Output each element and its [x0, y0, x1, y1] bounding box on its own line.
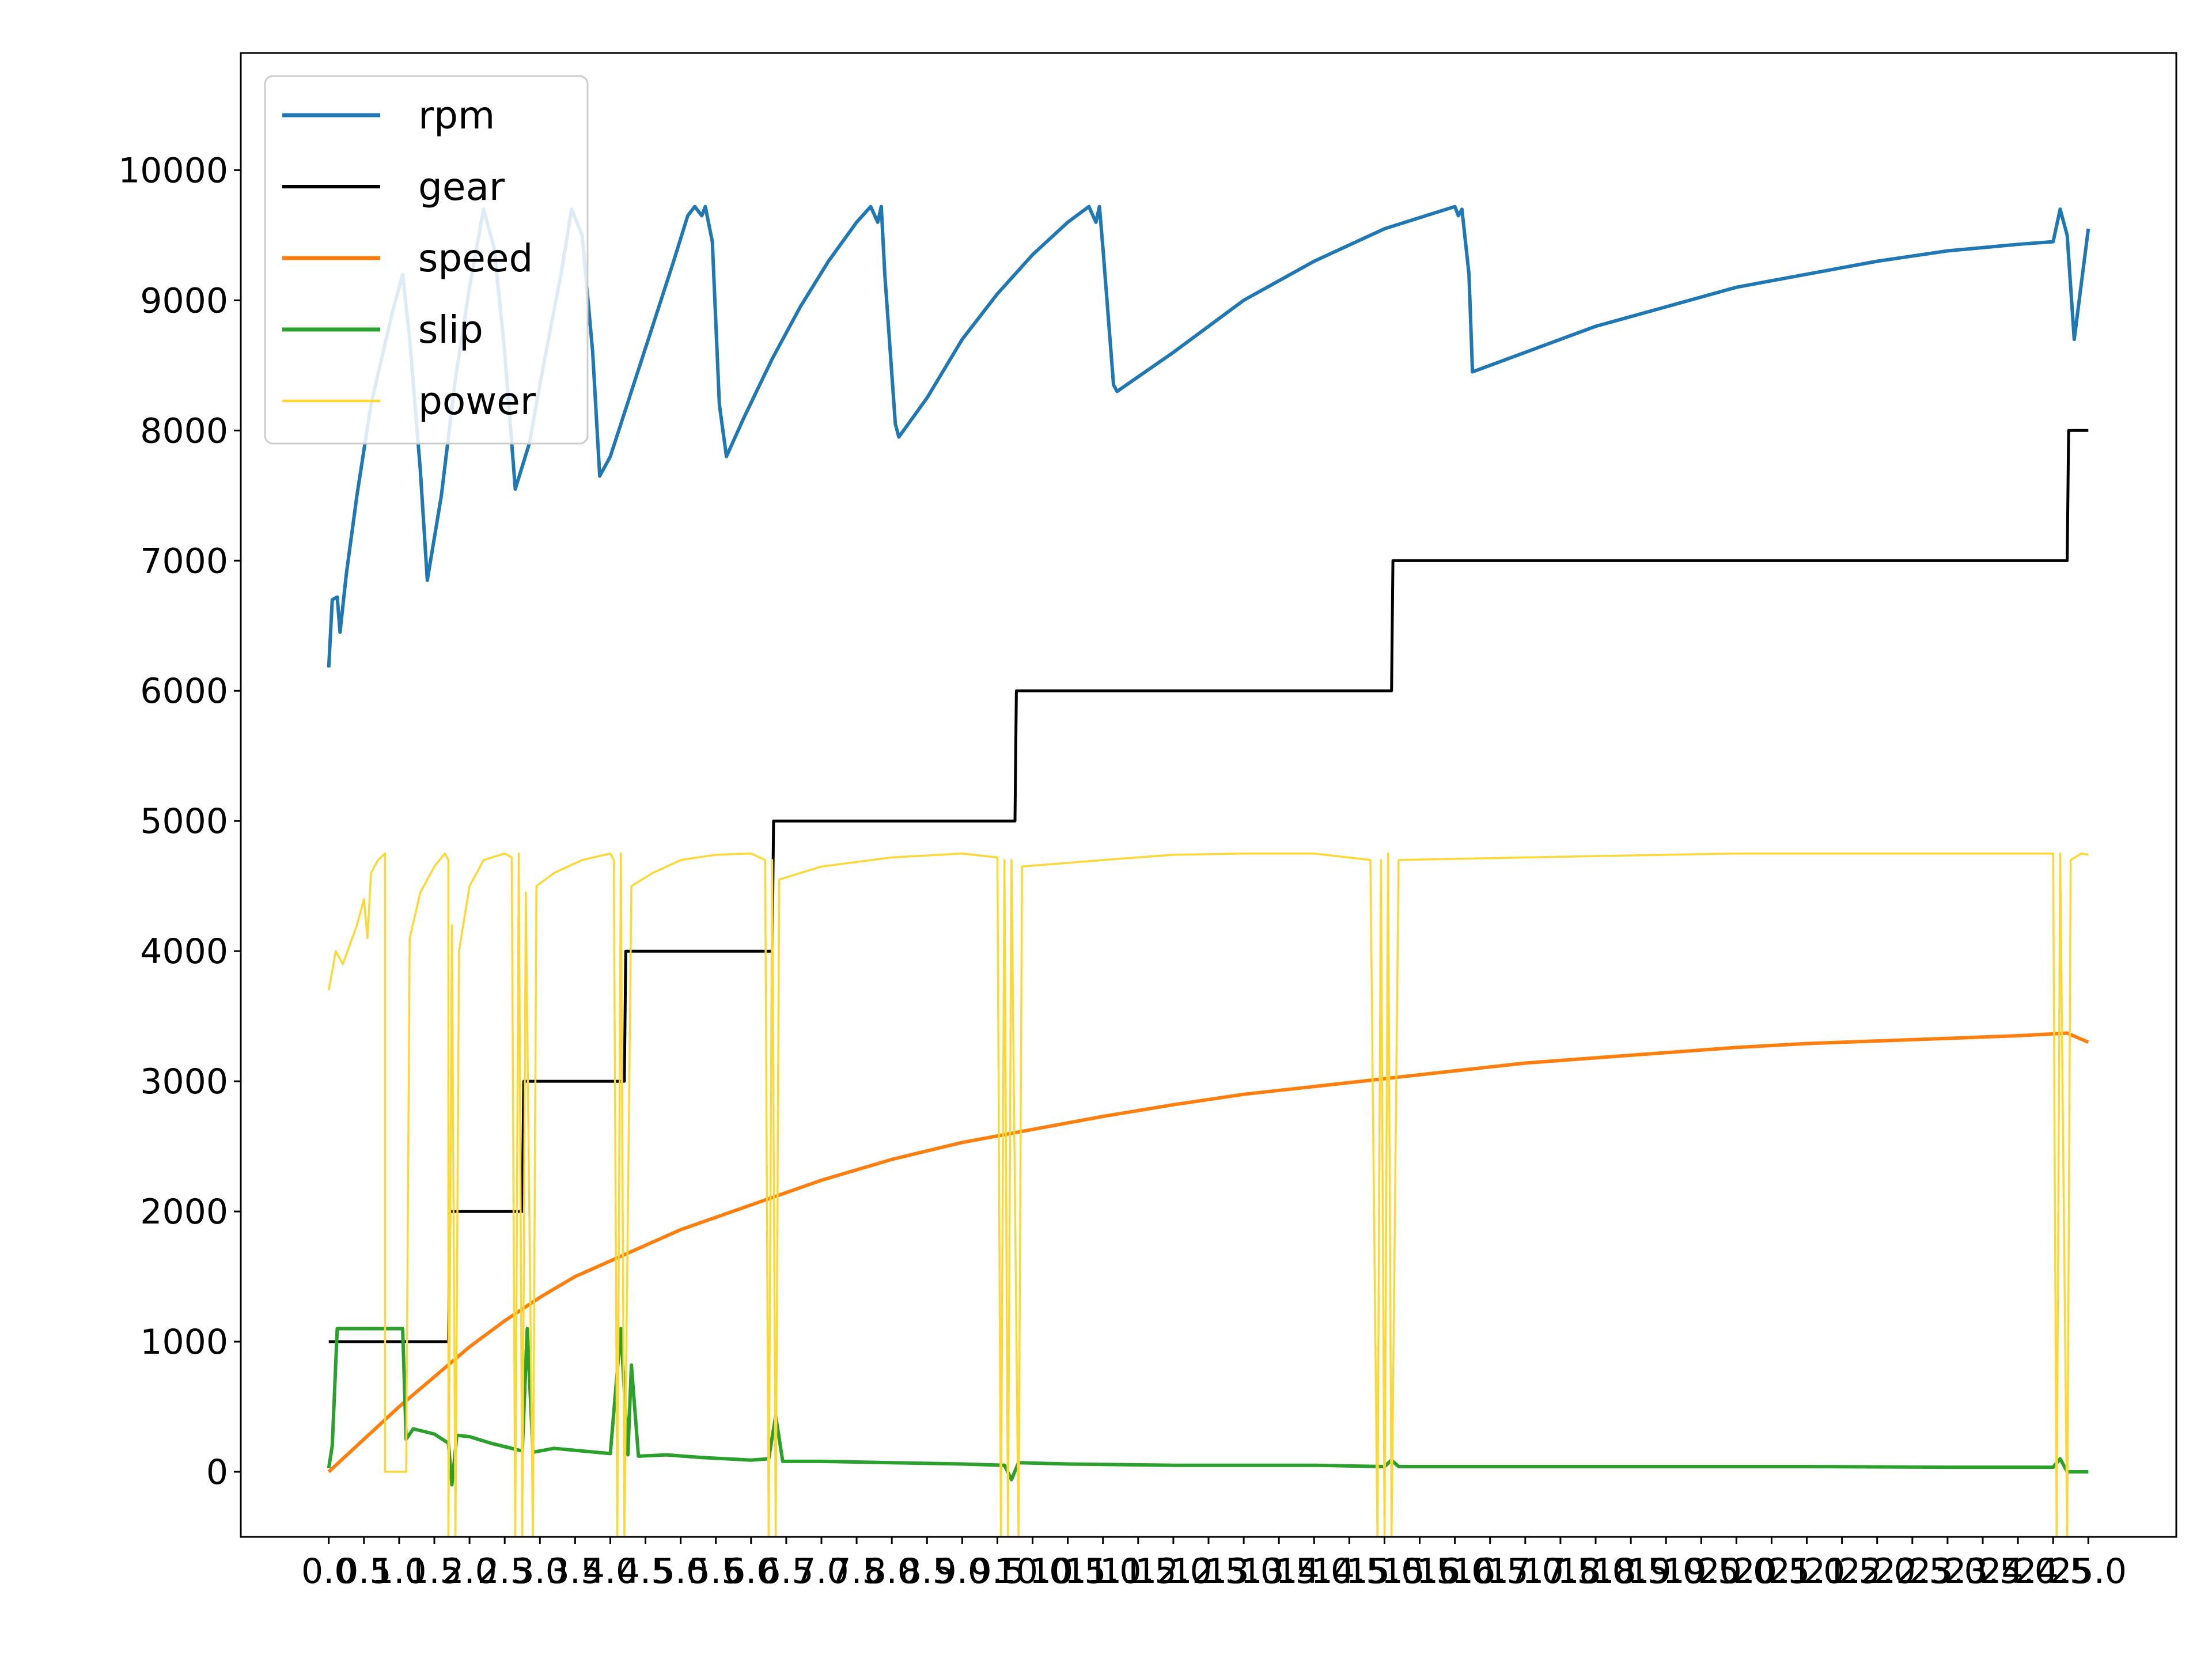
- y-tick-label: 0: [206, 1452, 228, 1493]
- x-tick-label: 3.5: [548, 1551, 603, 1592]
- y-tick-label: 1000: [140, 1322, 228, 1362]
- x-tick-label: 18.0: [1557, 1551, 1634, 1592]
- x-tick-label: 22.0: [1839, 1551, 1916, 1592]
- x-tick-label: 19.5: [1662, 1551, 1740, 1592]
- x-tick-label: 22.5: [1874, 1551, 1951, 1592]
- x-tick-label: 8.5: [900, 1551, 955, 1592]
- x-tick-label: 14.0: [1275, 1551, 1353, 1592]
- x-tick-label: 20.5: [1733, 1551, 1810, 1592]
- x-tick-label: 6.0: [724, 1551, 778, 1592]
- x-tick-label: 7.5: [829, 1551, 884, 1592]
- x-tick-label: 24.0: [1979, 1551, 2056, 1592]
- x-tick-label: 4.5: [618, 1551, 673, 1592]
- legend-label-gear: gear: [418, 165, 505, 209]
- x-tick-label: 11.0: [1065, 1551, 1142, 1592]
- x-tick-label: 2.5: [477, 1551, 532, 1592]
- legend-label-rpm: rpm: [418, 93, 495, 138]
- legend-box: [264, 75, 589, 445]
- x-tick-label: 5.0: [653, 1551, 708, 1592]
- legend-label-power: power: [418, 379, 536, 423]
- x-tick-label: 15.0: [1346, 1551, 1423, 1592]
- x-tick-label: 15.5: [1381, 1551, 1459, 1592]
- x-tick-label: 17.0: [1487, 1551, 1564, 1592]
- y-tick-label: 7000: [140, 541, 228, 581]
- x-tick-label: 23.0: [1909, 1551, 1986, 1592]
- x-tick-label: 3.0: [513, 1551, 567, 1592]
- x-tick-label: 12.5: [1170, 1551, 1247, 1592]
- x-tick-label: 0.5: [336, 1551, 391, 1592]
- x-tick-label: 7.0: [794, 1551, 849, 1592]
- x-tick-label: 2.0: [442, 1551, 497, 1592]
- x-tick-label: 20.0: [1698, 1551, 1775, 1592]
- legend: rpm gear speed slip power: [264, 75, 589, 445]
- y-tick-label: 6000: [140, 671, 228, 711]
- x-tick-label: 13.0: [1205, 1551, 1282, 1592]
- x-tick-label: 1.5: [407, 1551, 461, 1592]
- y-tick-label: 3000: [140, 1062, 228, 1102]
- x-tick-label: 12.0: [1135, 1551, 1212, 1592]
- plot-lines: [327, 204, 2090, 1537]
- x-tick-label: 16.0: [1416, 1551, 1494, 1592]
- x-tick-label: 6.5: [759, 1551, 813, 1592]
- y-axis: 0 1000 2000 3000 4000 5000 6000 7000 8000 9000 100…: [118, 150, 241, 1493]
- y-tick-label: 9000: [140, 281, 228, 321]
- x-tick-label: 16.5: [1452, 1551, 1529, 1592]
- y-tick-label: 5000: [140, 801, 228, 842]
- x-tick-label: 19.0: [1627, 1551, 1705, 1592]
- x-axis: 0.00.51.01.52.02.53.03.54.04.55.05.56.06…: [301, 1537, 2127, 1592]
- x-tick-label: 18.5: [1592, 1551, 1669, 1592]
- x-tick-label: 10.0: [994, 1551, 1071, 1592]
- x-tick-label: 11.5: [1100, 1551, 1177, 1592]
- y-tick-label: 2000: [140, 1192, 228, 1232]
- x-tick-label: 0.0: [301, 1551, 356, 1592]
- x-tick-label: 24.5: [2014, 1551, 2092, 1592]
- x-tick-label: 21.5: [1804, 1551, 1881, 1592]
- x-tick-label: 5.5: [688, 1551, 743, 1592]
- x-tick-label: 14.5: [1311, 1551, 1388, 1592]
- x-tick-label: 10.5: [1029, 1551, 1107, 1592]
- y-tick-label: 4000: [140, 931, 228, 972]
- legend-label-speed: speed: [418, 236, 533, 281]
- y-tick-label: 8000: [140, 411, 228, 451]
- x-tick-label: 8.0: [864, 1551, 919, 1592]
- x-tick-label: 21.0: [1768, 1551, 1846, 1592]
- x-tick-label: 1.0: [372, 1551, 426, 1592]
- x-tick-label: 9.5: [970, 1551, 1025, 1592]
- series-line-power: [327, 852, 2089, 1537]
- series-line-slip: [327, 1327, 2089, 1487]
- x-tick-label: 25.0: [2050, 1551, 2127, 1592]
- x-tick-label: 23.5: [1944, 1551, 2021, 1592]
- x-tick-label: 17.5: [1522, 1551, 1599, 1592]
- x-tick-label: 4.0: [583, 1551, 638, 1592]
- series-line-speed: [327, 1031, 2089, 1474]
- x-tick-label: 13.5: [1240, 1551, 1317, 1592]
- x-tick-label: 9.0: [935, 1551, 990, 1592]
- y-tick-label: 10000: [118, 150, 228, 191]
- legend-label-slip: slip: [418, 308, 483, 352]
